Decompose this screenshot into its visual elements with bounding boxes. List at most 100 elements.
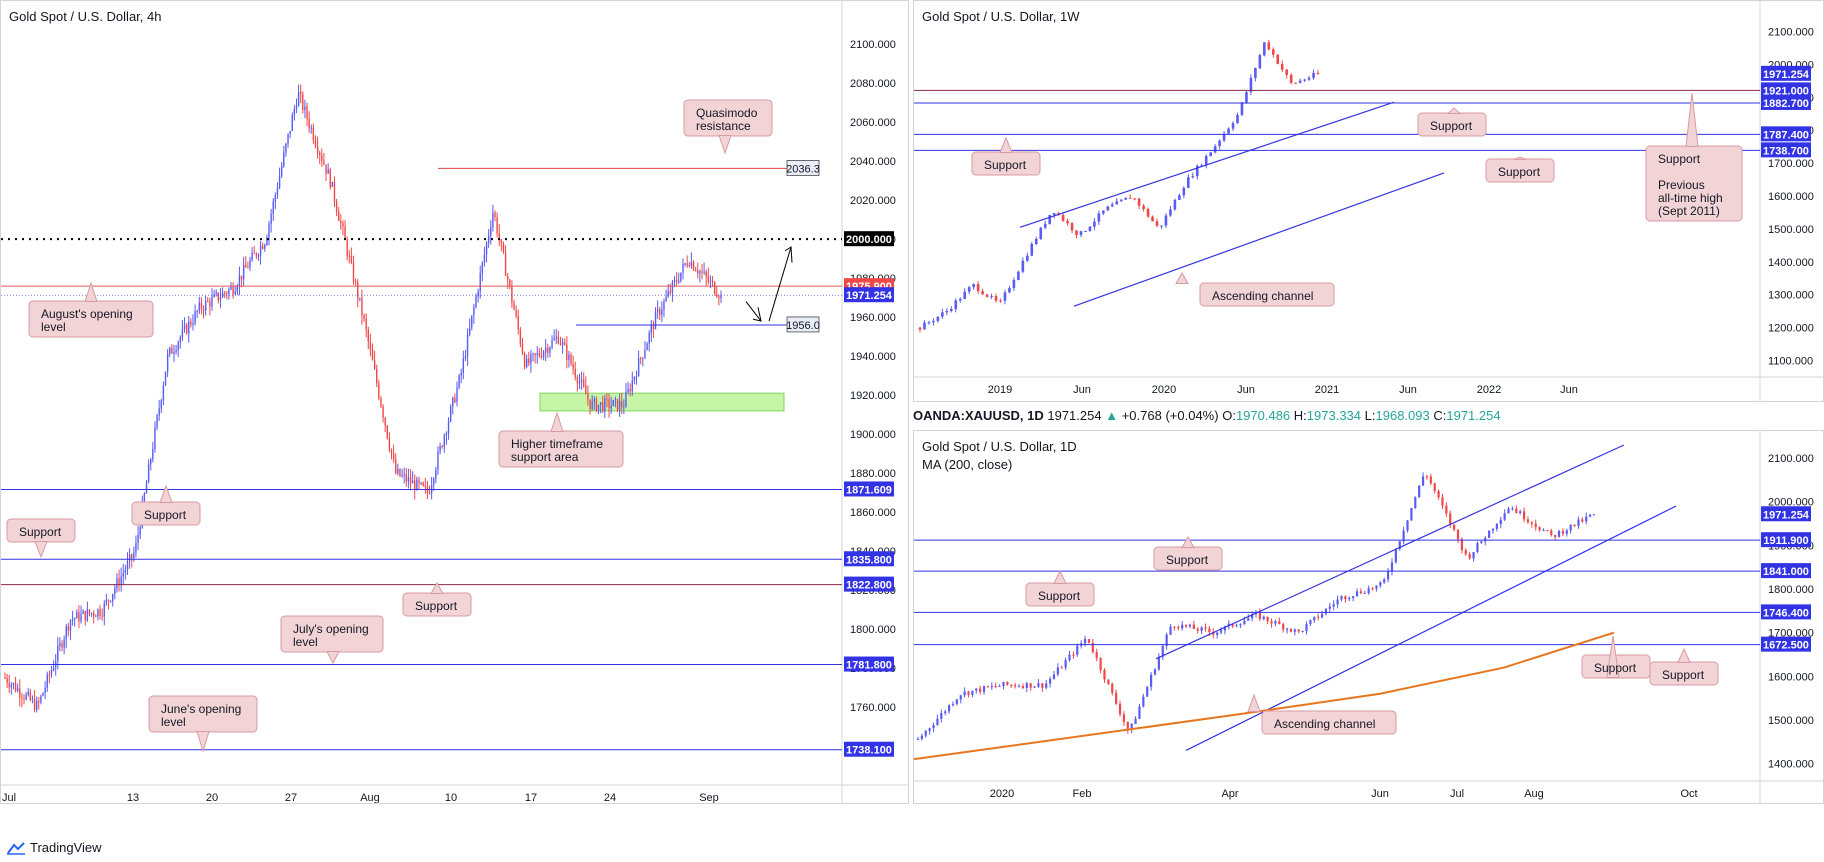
candle-body xyxy=(998,685,1001,687)
candle-body xyxy=(513,302,515,310)
price-tag-bg xyxy=(1761,126,1811,142)
panel-1w: Gold Spot / U.S. Dollar, 1W 2100.000 2000… xyxy=(913,0,1824,402)
august-open-label-text: level xyxy=(41,320,66,334)
candle-body xyxy=(1289,628,1293,632)
candle-body xyxy=(1519,511,1522,514)
candle-body xyxy=(932,320,935,323)
price-tag-bg xyxy=(844,576,894,592)
chart-4h[interactable]: 2100.000 2080.000 2060.000 2040.000 2020.000… xyxy=(1,1,909,804)
candle-body xyxy=(447,421,450,434)
candle-body xyxy=(38,701,40,703)
candle-body xyxy=(1075,230,1078,236)
candle-body xyxy=(109,600,112,602)
candle-body xyxy=(1115,201,1119,205)
candle-body xyxy=(16,688,19,691)
candle-body xyxy=(80,613,82,622)
candle-body xyxy=(14,683,17,691)
x-tick-label: 10 xyxy=(445,792,457,804)
candle-body xyxy=(963,691,966,696)
candle-body xyxy=(536,353,538,356)
candle-body xyxy=(409,477,412,484)
candle-body xyxy=(333,181,336,202)
candle-body xyxy=(255,253,258,257)
candle-body xyxy=(329,169,331,187)
panel-title: Gold Spot / U.S. Dollar, 4h xyxy=(9,9,162,24)
candle-body xyxy=(456,387,458,403)
candle-body xyxy=(430,484,433,493)
panel-4h: Gold Spot / U.S. Dollar, 4h 2100.000 2080… xyxy=(0,0,909,804)
candle-body xyxy=(211,296,213,307)
candle-body xyxy=(247,267,249,269)
candle-body xyxy=(386,425,388,438)
candle-body xyxy=(382,406,384,418)
candle-body xyxy=(709,280,712,282)
x-tick-label: Oct xyxy=(1680,788,1697,800)
candle-body xyxy=(1088,226,1092,231)
candle-body xyxy=(471,315,473,328)
candle-body xyxy=(1003,292,1007,301)
candle-body xyxy=(354,281,357,283)
candle-body xyxy=(549,347,551,353)
candle-body xyxy=(555,336,557,339)
candle-body xyxy=(1344,596,1347,600)
candle-body xyxy=(682,264,684,273)
candle-body xyxy=(1303,79,1306,81)
candle-body xyxy=(1115,692,1118,704)
candle-body xyxy=(116,578,118,589)
candle-body xyxy=(131,554,133,559)
candle-body xyxy=(511,286,513,303)
support-label-text: Support xyxy=(1038,589,1081,603)
tradingview-logo[interactable]: TradingView xyxy=(6,840,102,855)
candle-body xyxy=(306,106,308,119)
candle-body xyxy=(86,609,89,621)
y-tick-label: 1600.000 xyxy=(1768,191,1814,203)
x-tick-label: Apr xyxy=(1221,788,1238,800)
candle-body xyxy=(1294,82,1297,84)
price-tag-bg xyxy=(844,551,894,567)
candle-body xyxy=(494,212,496,218)
chart-1d[interactable]: 2100.0002000.0001900.0001800.0001700.000… xyxy=(914,431,1824,804)
candle-body xyxy=(1102,210,1105,214)
candle-body xyxy=(686,263,688,266)
candle-body xyxy=(711,280,714,283)
candle-body xyxy=(955,699,958,705)
candle-body xyxy=(1184,624,1188,627)
candle-body xyxy=(1025,683,1028,689)
ascending-channel-label-pointer xyxy=(1175,271,1189,284)
y-tick-label: 1860.000 xyxy=(850,507,896,519)
candle-body xyxy=(606,398,608,400)
candle-body xyxy=(213,294,215,297)
candle-body xyxy=(414,480,416,491)
june-open-label-pointer xyxy=(196,731,210,753)
candle-body xyxy=(338,211,340,221)
candle-body xyxy=(1534,523,1537,528)
support-label-text: Support xyxy=(415,599,458,613)
high-value: 1973.334 xyxy=(1306,408,1362,423)
candle-body xyxy=(29,692,32,700)
y-tick-label: 1920.000 xyxy=(850,390,896,402)
candle-body xyxy=(352,262,355,282)
candle-body xyxy=(428,492,431,494)
candle-body xyxy=(1146,208,1150,217)
candle-body xyxy=(927,322,931,324)
candle-body xyxy=(295,106,298,109)
price-tag: 1921.000 xyxy=(1763,85,1809,97)
support-label-text: Support xyxy=(144,508,187,522)
candle-body xyxy=(73,618,76,620)
candle-body xyxy=(967,287,971,292)
candle-body xyxy=(1010,684,1013,686)
candle-body xyxy=(610,405,612,409)
y-tick-label: 1760.000 xyxy=(850,702,896,714)
candle-body xyxy=(1309,620,1312,625)
candle-body xyxy=(454,397,456,403)
candle-body xyxy=(990,686,993,688)
candle-body xyxy=(1499,519,1502,525)
candle-body xyxy=(947,705,951,712)
candle-body xyxy=(112,594,114,601)
candle-body xyxy=(217,292,220,301)
candle-body xyxy=(297,92,300,107)
candle-body xyxy=(350,256,353,263)
candle-body xyxy=(458,375,460,388)
chart-1w[interactable]: 2100.0002000.0001900.0001800.0001700.000… xyxy=(914,1,1824,402)
candle-body xyxy=(192,322,194,325)
